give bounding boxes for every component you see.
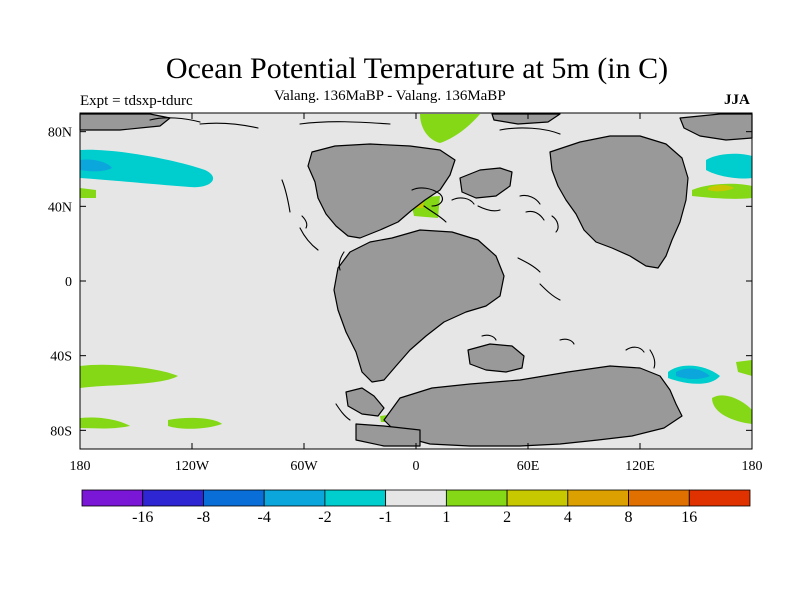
land-south-strip <box>355 423 421 447</box>
coast-southern-c <box>559 338 575 345</box>
colorbar-label: 4 <box>564 509 572 526</box>
land-greenland-europe <box>459 167 513 199</box>
colorbar-swatch <box>203 489 265 507</box>
coast-east-a <box>525 210 545 221</box>
coast-tethys-a <box>411 187 443 207</box>
patch-warm-arctic <box>420 114 480 143</box>
coast-gondwana-east-a <box>517 257 541 273</box>
coast-antarctic-west <box>335 403 351 421</box>
patch-warm-southeast <box>712 395 752 424</box>
coast-arctic-b <box>199 122 259 129</box>
coast-tethys-e <box>519 194 541 205</box>
patch-warm-northeast <box>692 183 752 199</box>
colorbar-swatch <box>324 489 387 507</box>
coast-arctic-a <box>149 117 201 123</box>
land-arctic-east <box>679 113 753 141</box>
land-antarctica <box>383 365 683 447</box>
patch-warm-southern-ocean-b <box>168 417 222 429</box>
landmasses <box>79 113 753 447</box>
patch-cool-north-pacific <box>80 149 214 188</box>
x-tick-label: 120W <box>175 459 210 474</box>
coast-gondwana-east-b <box>539 283 561 301</box>
map-panel: 180 120W 60W 0 60E 120E 180 80N 40N 0 40S 80S <box>48 112 763 474</box>
coast-tethys-c <box>451 197 475 205</box>
y-tick-label: 0 <box>65 275 72 290</box>
patch-warm-west-edge <box>80 188 96 198</box>
colorbar-swatch <box>142 489 204 507</box>
colorbar-swatch <box>567 489 629 507</box>
land-north-america <box>307 143 456 239</box>
x-tick-label: 180 <box>70 459 91 474</box>
coast-tethys-b <box>423 205 447 223</box>
colorbar-label: -16 <box>132 509 153 526</box>
y-tick-label: 40S <box>50 350 72 365</box>
colorbar-label: 8 <box>625 509 633 526</box>
colorbar-swatch <box>628 489 690 507</box>
coast-central <box>338 251 345 271</box>
coast-pacific-islands <box>301 215 308 229</box>
x-axis: 180 120W 60W 0 60E 120E 180 <box>70 113 763 474</box>
colorbar-swatch <box>445 489 508 507</box>
patch-warmer-northeast <box>708 185 734 192</box>
patch-warm-southern-ocean-a <box>80 417 130 429</box>
colorbar-swatch <box>506 489 569 507</box>
coast-southern-d <box>481 334 497 341</box>
land-australia <box>467 343 525 373</box>
colorbar-swatch <box>81 489 144 507</box>
y-tick-label: 80S <box>50 424 72 439</box>
colorbar-swatch <box>688 489 751 507</box>
coast-southern-a <box>625 346 645 353</box>
colorbar-label: 1 <box>442 509 450 526</box>
coastlines <box>149 117 656 421</box>
patch-warm-southeast-edge <box>736 360 752 376</box>
y-tick-label: 40N <box>48 200 72 215</box>
subtitle: Valang. 136MaBP - Valang. 136MaBP <box>274 88 506 104</box>
patch-cooler-southeast <box>676 368 710 379</box>
colorbar-label: 16 <box>681 509 697 526</box>
land-gondwana <box>333 229 505 383</box>
coast-east-b <box>551 215 559 233</box>
colorbar: -16 -8 -4 -2 -1 1 2 4 8 16 <box>81 489 751 526</box>
season-label: JJA <box>724 92 750 108</box>
coast-arctic-d <box>499 127 561 135</box>
x-tick-label: 60E <box>517 459 540 474</box>
patch-cool-northeast <box>706 153 752 179</box>
x-tick-label: 120E <box>625 459 655 474</box>
coast-north-america-sw <box>299 227 319 251</box>
chart-title: Ocean Potential Temperature at 5m (in C) <box>165 52 669 85</box>
colorbar-swatch <box>263 489 326 507</box>
patch-warm-south-pacific <box>80 364 178 388</box>
x-tick-label: 60W <box>290 459 318 474</box>
y-tick-label: 80N <box>48 126 72 141</box>
land-north-center <box>491 113 561 125</box>
colorbar-label: -4 <box>258 509 271 526</box>
coast-arctic-c <box>299 121 391 125</box>
land-antarctic-peninsula <box>345 387 385 417</box>
colorbar-label: -1 <box>379 509 392 526</box>
colorbar-label: -2 <box>318 509 331 526</box>
patch-cooler-north-pacific <box>80 159 112 172</box>
experiment-label: Expt = tdsxp-tdurc <box>80 93 193 109</box>
x-tick-label: 0 <box>413 459 420 474</box>
x-tick-label: 180 <box>742 459 763 474</box>
colorbar-label: -8 <box>197 509 210 526</box>
coast-tethys-d <box>477 205 501 212</box>
land-asia <box>549 135 689 269</box>
colorbar-swatch <box>385 489 447 507</box>
colorbar-label: 2 <box>503 509 511 526</box>
coast-southern-b <box>649 349 656 369</box>
coast-north-america-west <box>281 179 291 213</box>
y-axis: 80N 40N 0 40S 80S <box>48 126 752 439</box>
